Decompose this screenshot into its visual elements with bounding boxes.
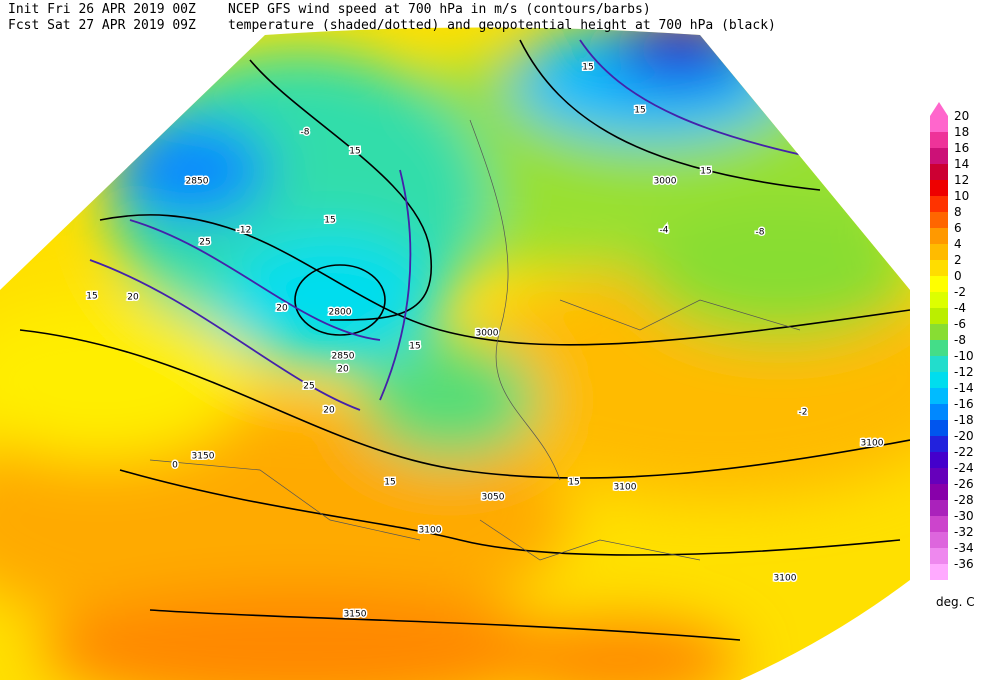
contour-label: 15 [86, 292, 97, 302]
colorbar-label: -22 [954, 445, 974, 459]
colorbar-label: -28 [954, 493, 974, 507]
contour-label: 2850 [186, 177, 209, 187]
contour-label: 15 [349, 147, 360, 157]
colorbar-swatch [930, 132, 948, 148]
colorbar-label: -12 [954, 365, 974, 379]
contour-label: -8 [301, 128, 310, 138]
contour-label: 3000 [654, 177, 677, 187]
contour-label: 25 [303, 382, 314, 392]
colorbar-label: 18 [954, 125, 969, 139]
colorbar-label: -20 [954, 429, 974, 443]
colorbar-swatch [930, 196, 948, 212]
colorbar-swatch [930, 404, 948, 420]
colorbar-swatch [930, 436, 948, 452]
contour-label: 15 [568, 478, 579, 488]
colorbar-label: -24 [954, 461, 974, 475]
colorbar-swatch [930, 180, 948, 196]
map-title: NCEP GFS wind speed at 700 hPa in m/s (c… [228, 2, 651, 17]
colorbar-label: -26 [954, 477, 974, 491]
colorbar-label: -10 [954, 349, 974, 363]
contour-label: 15 [700, 167, 711, 177]
contour-label: 15 [384, 478, 395, 488]
colorbar-label: 2 [954, 253, 962, 267]
contour-label: -4 [660, 226, 669, 236]
contour-label: 20 [127, 293, 139, 303]
colorbar-label: -34 [954, 541, 974, 555]
contour-label: 2850 [332, 352, 355, 362]
colorbar-swatch [930, 116, 948, 132]
contour-label: 20 [323, 406, 335, 416]
colorbar-swatch [930, 228, 948, 244]
colorbar-swatch [930, 356, 948, 372]
colorbar-label: -36 [954, 557, 974, 571]
colorbar-swatch [930, 468, 948, 484]
colorbar-swatch [930, 564, 948, 580]
colorbar-label: -16 [954, 397, 974, 411]
colorbar-arrow [930, 102, 948, 116]
colorbar-label: -6 [954, 317, 966, 331]
init-time: Init Fri 26 APR 2019 00Z [8, 2, 196, 17]
contour-label: 15 [324, 216, 335, 226]
contour-label: -8 [756, 228, 765, 238]
colorbar-swatch [930, 244, 948, 260]
colorbar-label: 0 [954, 269, 962, 283]
contour-label: 20 [276, 304, 288, 314]
contour-label: 15 [634, 106, 645, 116]
contour-label: 3100 [774, 574, 797, 584]
colorbar-swatch [930, 500, 948, 516]
colorbar-swatch [930, 340, 948, 356]
map-subtitle: temperature (shaded/dotted) and geopoten… [228, 18, 776, 33]
colorbar-unit: deg. C [936, 595, 975, 609]
colorbar-label: -4 [954, 301, 966, 315]
contour-label: -12 [237, 226, 252, 236]
colorbar-swatch [930, 484, 948, 500]
contour-label: 3150 [192, 452, 215, 462]
colorbar-swatch [930, 532, 948, 548]
colorbar-label: -18 [954, 413, 974, 427]
contour-label: 3100 [861, 439, 884, 449]
contour-label: 3000 [476, 329, 499, 339]
colorbar-swatch [930, 148, 948, 164]
forecast-time: Fcst Sat 27 APR 2019 09Z [8, 18, 196, 33]
colorbar-label: 6 [954, 221, 962, 235]
contour-label: 15 [582, 63, 593, 73]
colorbar-label: -8 [954, 333, 966, 347]
colorbar-label: 12 [954, 173, 969, 187]
colorbar-label: 16 [954, 141, 969, 155]
contour-label: 3150 [344, 610, 367, 620]
colorbar-swatch [930, 324, 948, 340]
contour-label: 3050 [482, 493, 505, 503]
colorbar-label: -30 [954, 509, 974, 523]
colorbar-label: 4 [954, 237, 962, 251]
contour-label: 25 [199, 238, 210, 248]
contour-label: 0 [172, 461, 178, 471]
colorbar-swatch [930, 164, 948, 180]
colorbar-label: -14 [954, 381, 974, 395]
colorbar-swatch [930, 372, 948, 388]
colorbar-swatch [930, 212, 948, 228]
colorbar-label: -32 [954, 525, 974, 539]
colorbar-swatch [930, 260, 948, 276]
contour-label: -2 [799, 408, 808, 418]
colorbar-label: 14 [954, 157, 969, 171]
colorbar-label: -2 [954, 285, 966, 299]
contour-label: 2800 [329, 308, 352, 318]
colorbar-swatch [930, 388, 948, 404]
colorbar-swatch [930, 308, 948, 324]
colorbar-swatch [930, 292, 948, 308]
colorbar-label: 8 [954, 205, 962, 219]
colorbar-label: 20 [954, 109, 969, 123]
colorbar-swatch [930, 276, 948, 292]
colorbar-swatch [930, 548, 948, 564]
contour-label: 3100 [419, 526, 442, 536]
colorbar-swatch [930, 452, 948, 468]
contour-label: 15 [409, 342, 420, 352]
contour-label: 3100 [614, 483, 637, 493]
colorbar-label: 10 [954, 189, 969, 203]
contour-label: 20 [337, 365, 349, 375]
colorbar-swatch [930, 516, 948, 532]
colorbar-swatch [930, 420, 948, 436]
